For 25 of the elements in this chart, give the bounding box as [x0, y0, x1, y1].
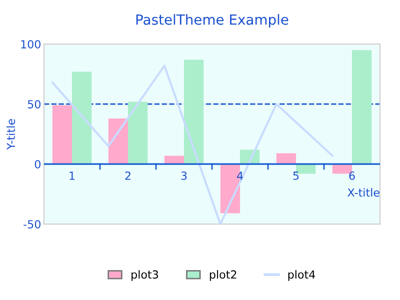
bar — [352, 50, 372, 164]
bar — [108, 118, 128, 164]
x-axis-title: X-title — [348, 188, 380, 197]
x-tick-label: 2 — [125, 171, 130, 180]
chart-title: PastelTheme Example — [136, 14, 288, 28]
x-tick-label: 4 — [237, 172, 243, 180]
x-tick-label: 5 — [293, 172, 299, 180]
bar — [52, 105, 72, 164]
x-tick-label: 1 — [70, 172, 75, 180]
y-tick-label: 0 — [34, 160, 40, 168]
bar — [72, 72, 92, 164]
x-tick-label: 6 — [349, 171, 355, 180]
y-tick-label: 100 — [21, 40, 40, 48]
legend-label: plot3 — [132, 270, 158, 281]
y-axis-title: Y-title — [6, 119, 16, 150]
line-series — [51, 64, 334, 224]
bar — [184, 60, 204, 164]
legend-label: plot2 — [210, 270, 236, 281]
y-tick-label: -50 — [24, 220, 40, 228]
bar — [276, 153, 296, 164]
legend-label: plot4 — [288, 270, 316, 281]
x-tick-label: 3 — [181, 171, 187, 180]
y-tick-label: 50 — [28, 100, 40, 108]
bar — [128, 102, 148, 164]
bar — [164, 156, 184, 164]
